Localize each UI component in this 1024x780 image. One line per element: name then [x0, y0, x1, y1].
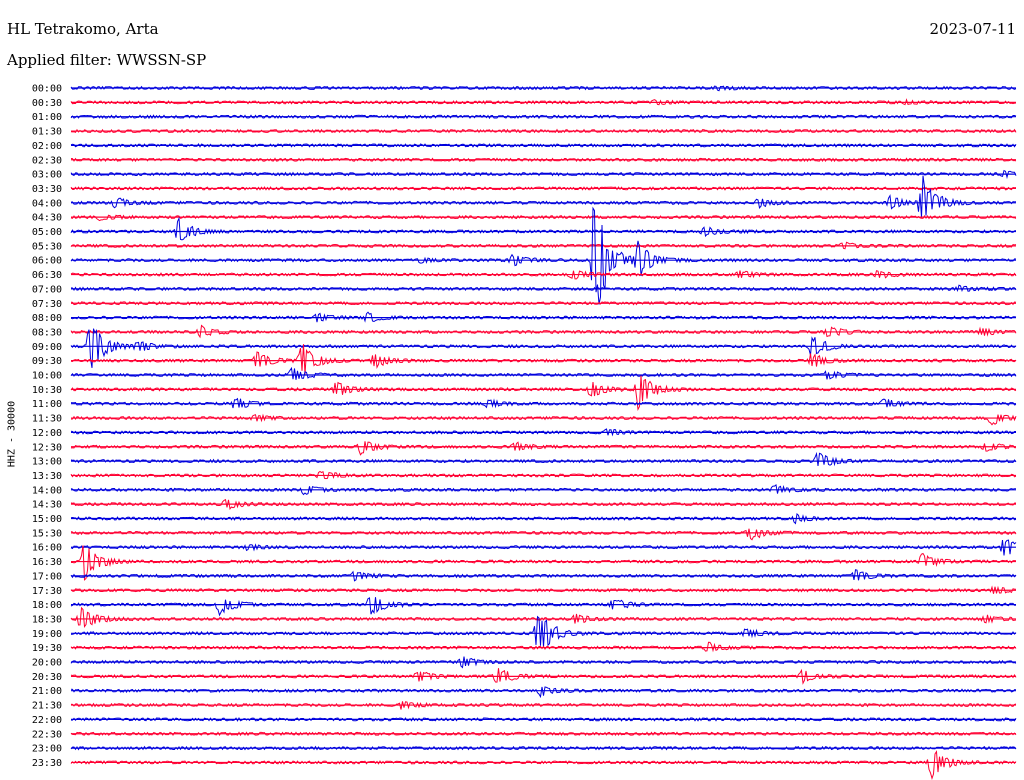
record-date: 2023-07-11	[929, 20, 1016, 38]
trace-line	[70, 206, 1017, 305]
row-time-label: 13:00	[32, 457, 62, 468]
row-time-label: 12:30	[32, 442, 62, 453]
trace-line	[70, 668, 1017, 685]
row-time-label: 17:00	[32, 571, 62, 582]
trace-line	[70, 585, 1017, 594]
row-time-label: 07:30	[32, 299, 62, 310]
trace-line	[70, 270, 1017, 280]
trace-line	[70, 169, 1017, 180]
trace-line	[70, 114, 1017, 120]
trace-line	[70, 128, 1017, 134]
row-time-label: 10:00	[32, 371, 62, 382]
trace-line	[70, 366, 1017, 380]
row-time-label: 08:00	[32, 313, 62, 324]
row-time-label: 14:30	[32, 500, 62, 511]
row-time-label: 11:30	[32, 414, 62, 425]
trace-line	[70, 186, 1017, 191]
trace-line	[70, 98, 1017, 106]
station-title: HL Tetrakomo, Arta	[7, 20, 159, 38]
trace-line	[70, 569, 1017, 582]
trace-line	[70, 413, 1017, 426]
row-time-label: 21:30	[32, 701, 62, 712]
row-time-label: 22:00	[32, 715, 62, 726]
row-time-label: 21:00	[32, 686, 62, 697]
row-time-label: 10:30	[32, 385, 62, 396]
row-time-label: 14:00	[32, 485, 62, 496]
row-time-label: 18:00	[32, 600, 62, 611]
row-time-label: 15:00	[32, 514, 62, 525]
row-time-label: 06:30	[32, 270, 62, 281]
trace-line	[70, 545, 1017, 581]
trace-line	[70, 375, 1017, 411]
trace-line	[70, 85, 1017, 92]
row-time-label: 05:00	[32, 227, 62, 238]
row-time-label: 16:00	[32, 543, 62, 554]
row-time-label: 22:30	[32, 729, 62, 740]
trace-line	[70, 328, 1017, 368]
trace-line	[70, 214, 1017, 222]
trace-line	[70, 470, 1017, 480]
trace-line	[70, 731, 1017, 737]
row-time-label: 16:30	[32, 557, 62, 568]
row-time-label: 08:30	[32, 327, 62, 338]
row-time-label: 12:00	[32, 428, 62, 439]
trace-line	[70, 686, 1017, 699]
row-time-label: 05:30	[32, 241, 62, 252]
row-time-label: 09:00	[32, 342, 62, 353]
row-time-label: 03:30	[32, 184, 62, 195]
row-time-label: 03:00	[32, 170, 62, 181]
trace-line	[70, 656, 1017, 669]
row-time-label: 19:30	[32, 643, 62, 654]
trace-line	[70, 701, 1017, 710]
trace-line	[70, 216, 1017, 241]
row-time-label: 19:00	[32, 629, 62, 640]
trace-line	[70, 241, 1017, 250]
trace-line	[70, 539, 1017, 556]
row-time-label: 13:30	[32, 471, 62, 482]
row-time-label: 23:30	[32, 758, 62, 769]
trace-line	[70, 750, 1017, 780]
trace-line	[70, 397, 1017, 409]
trace-line	[70, 143, 1017, 148]
row-time-label: 01:30	[32, 127, 62, 138]
trace-line	[70, 300, 1017, 306]
trace-line	[70, 597, 1016, 617]
row-time-label: 00:30	[32, 98, 62, 109]
trace-line	[70, 641, 1017, 653]
trace-line	[70, 175, 1017, 218]
trace-line	[71, 716, 1017, 722]
row-time-label: 20:30	[32, 672, 62, 683]
row-time-label: 20:00	[32, 658, 62, 669]
row-time-label: 06:00	[32, 256, 62, 267]
trace-line	[70, 606, 1017, 628]
trace-line	[70, 284, 1017, 293]
trace-line	[70, 528, 1017, 541]
trace-line	[70, 615, 1017, 648]
row-time-label: 02:30	[32, 155, 62, 166]
trace-line	[70, 451, 1017, 467]
trace-line	[70, 344, 1017, 375]
row-time-label: 09:30	[32, 356, 62, 367]
trace-line	[70, 483, 1017, 496]
row-time-label: 04:00	[32, 198, 62, 209]
trace-line	[70, 441, 1017, 456]
filter-label: Applied filter: WWSSN-SP	[7, 51, 207, 69]
trace-line	[70, 157, 1017, 163]
row-time-label: 11:00	[32, 399, 62, 410]
trace-line	[70, 498, 1017, 510]
row-time-label: 02:00	[32, 141, 62, 152]
row-time-label: 23:00	[32, 744, 62, 755]
trace-line	[70, 324, 1017, 339]
row-time-label: 01:00	[32, 112, 62, 123]
row-time-label: 07:00	[32, 284, 62, 295]
row-time-label: 04:30	[32, 213, 62, 224]
row-time-label: 15:30	[32, 528, 62, 539]
row-time-label: 17:30	[32, 586, 62, 597]
row-time-label: 18:30	[32, 614, 62, 625]
trace-line	[70, 745, 1017, 751]
row-time-label: 00:00	[32, 84, 62, 95]
